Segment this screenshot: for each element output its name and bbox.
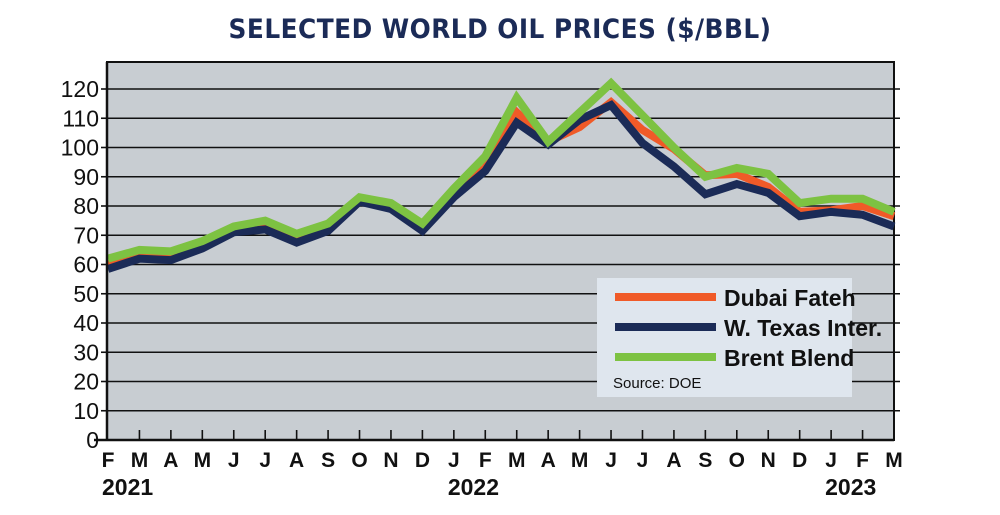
y-tick-label: 80 bbox=[73, 193, 99, 219]
x-tick-label: M bbox=[194, 449, 212, 472]
x-tick-label: D bbox=[415, 449, 430, 472]
y-axis-ticks: 0 10 20 30 40 50 60 70 80 90 100 110 120 bbox=[61, 76, 99, 453]
y-tick-label: 30 bbox=[73, 339, 99, 365]
y-tick-label: 50 bbox=[73, 281, 99, 307]
y-tick-label: 90 bbox=[73, 164, 99, 190]
x-tick-label: J bbox=[228, 449, 240, 472]
x-tick-label: O bbox=[729, 449, 745, 472]
x-tick-label: M bbox=[571, 449, 589, 472]
series-line-w-texas-inter bbox=[106, 100, 896, 273]
x-tick-label: S bbox=[321, 449, 335, 472]
chart-title: SELECTED WORLD OIL PRICES ($/BBL) bbox=[228, 14, 772, 45]
y-tick-label: 120 bbox=[61, 76, 99, 102]
axes bbox=[94, 62, 894, 442]
y-tick-label: 10 bbox=[73, 398, 99, 424]
series-line-brent-blend bbox=[106, 77, 896, 263]
x-tick-label: D bbox=[792, 449, 807, 472]
x-tick-label: A bbox=[541, 449, 556, 472]
x-tick-label: N bbox=[383, 449, 398, 472]
x-tick-label: S bbox=[698, 449, 712, 472]
y-tick-label: 100 bbox=[61, 135, 99, 161]
legend-label: W. Texas Inter. bbox=[724, 315, 882, 341]
legend: Dubai Fateh W. Texas Inter. Brent Blend Sou… bbox=[597, 278, 882, 397]
x-tick-label: F bbox=[102, 449, 115, 472]
y-tick-label: 110 bbox=[62, 105, 99, 131]
y-tick-label: 0 bbox=[86, 427, 99, 453]
year-label: 2023 bbox=[825, 474, 876, 500]
legend-label: Brent Blend bbox=[724, 345, 854, 371]
year-label: 2021 bbox=[102, 474, 153, 500]
x-tick-label: N bbox=[761, 449, 776, 472]
x-tick-label: F bbox=[856, 449, 869, 472]
x-tick-label: J bbox=[259, 449, 271, 472]
x-tick-label: J bbox=[605, 449, 617, 472]
year-label: 2022 bbox=[448, 474, 499, 500]
y-tick-label: 60 bbox=[73, 252, 99, 278]
x-tick-label: J bbox=[825, 449, 837, 472]
y-tick-label: 70 bbox=[73, 222, 99, 248]
x-tick-label: M bbox=[131, 449, 149, 472]
source-note: Source: DOE bbox=[613, 375, 701, 392]
y-tick-label: 40 bbox=[73, 310, 99, 336]
x-tick-label: O bbox=[351, 449, 367, 472]
y-tick-label: 20 bbox=[73, 369, 99, 395]
legend-label: Dubai Fateh bbox=[724, 285, 856, 311]
x-tick-label: A bbox=[163, 449, 178, 472]
series-lines bbox=[106, 77, 896, 273]
x-tick-label: M bbox=[885, 449, 903, 472]
x-tick-label: J bbox=[448, 449, 460, 472]
x-tick-label: M bbox=[508, 449, 526, 472]
x-tick-label: J bbox=[637, 449, 649, 472]
x-tick-label: F bbox=[479, 449, 492, 472]
x-tick-label: A bbox=[289, 449, 304, 472]
x-tick-label: A bbox=[666, 449, 681, 472]
